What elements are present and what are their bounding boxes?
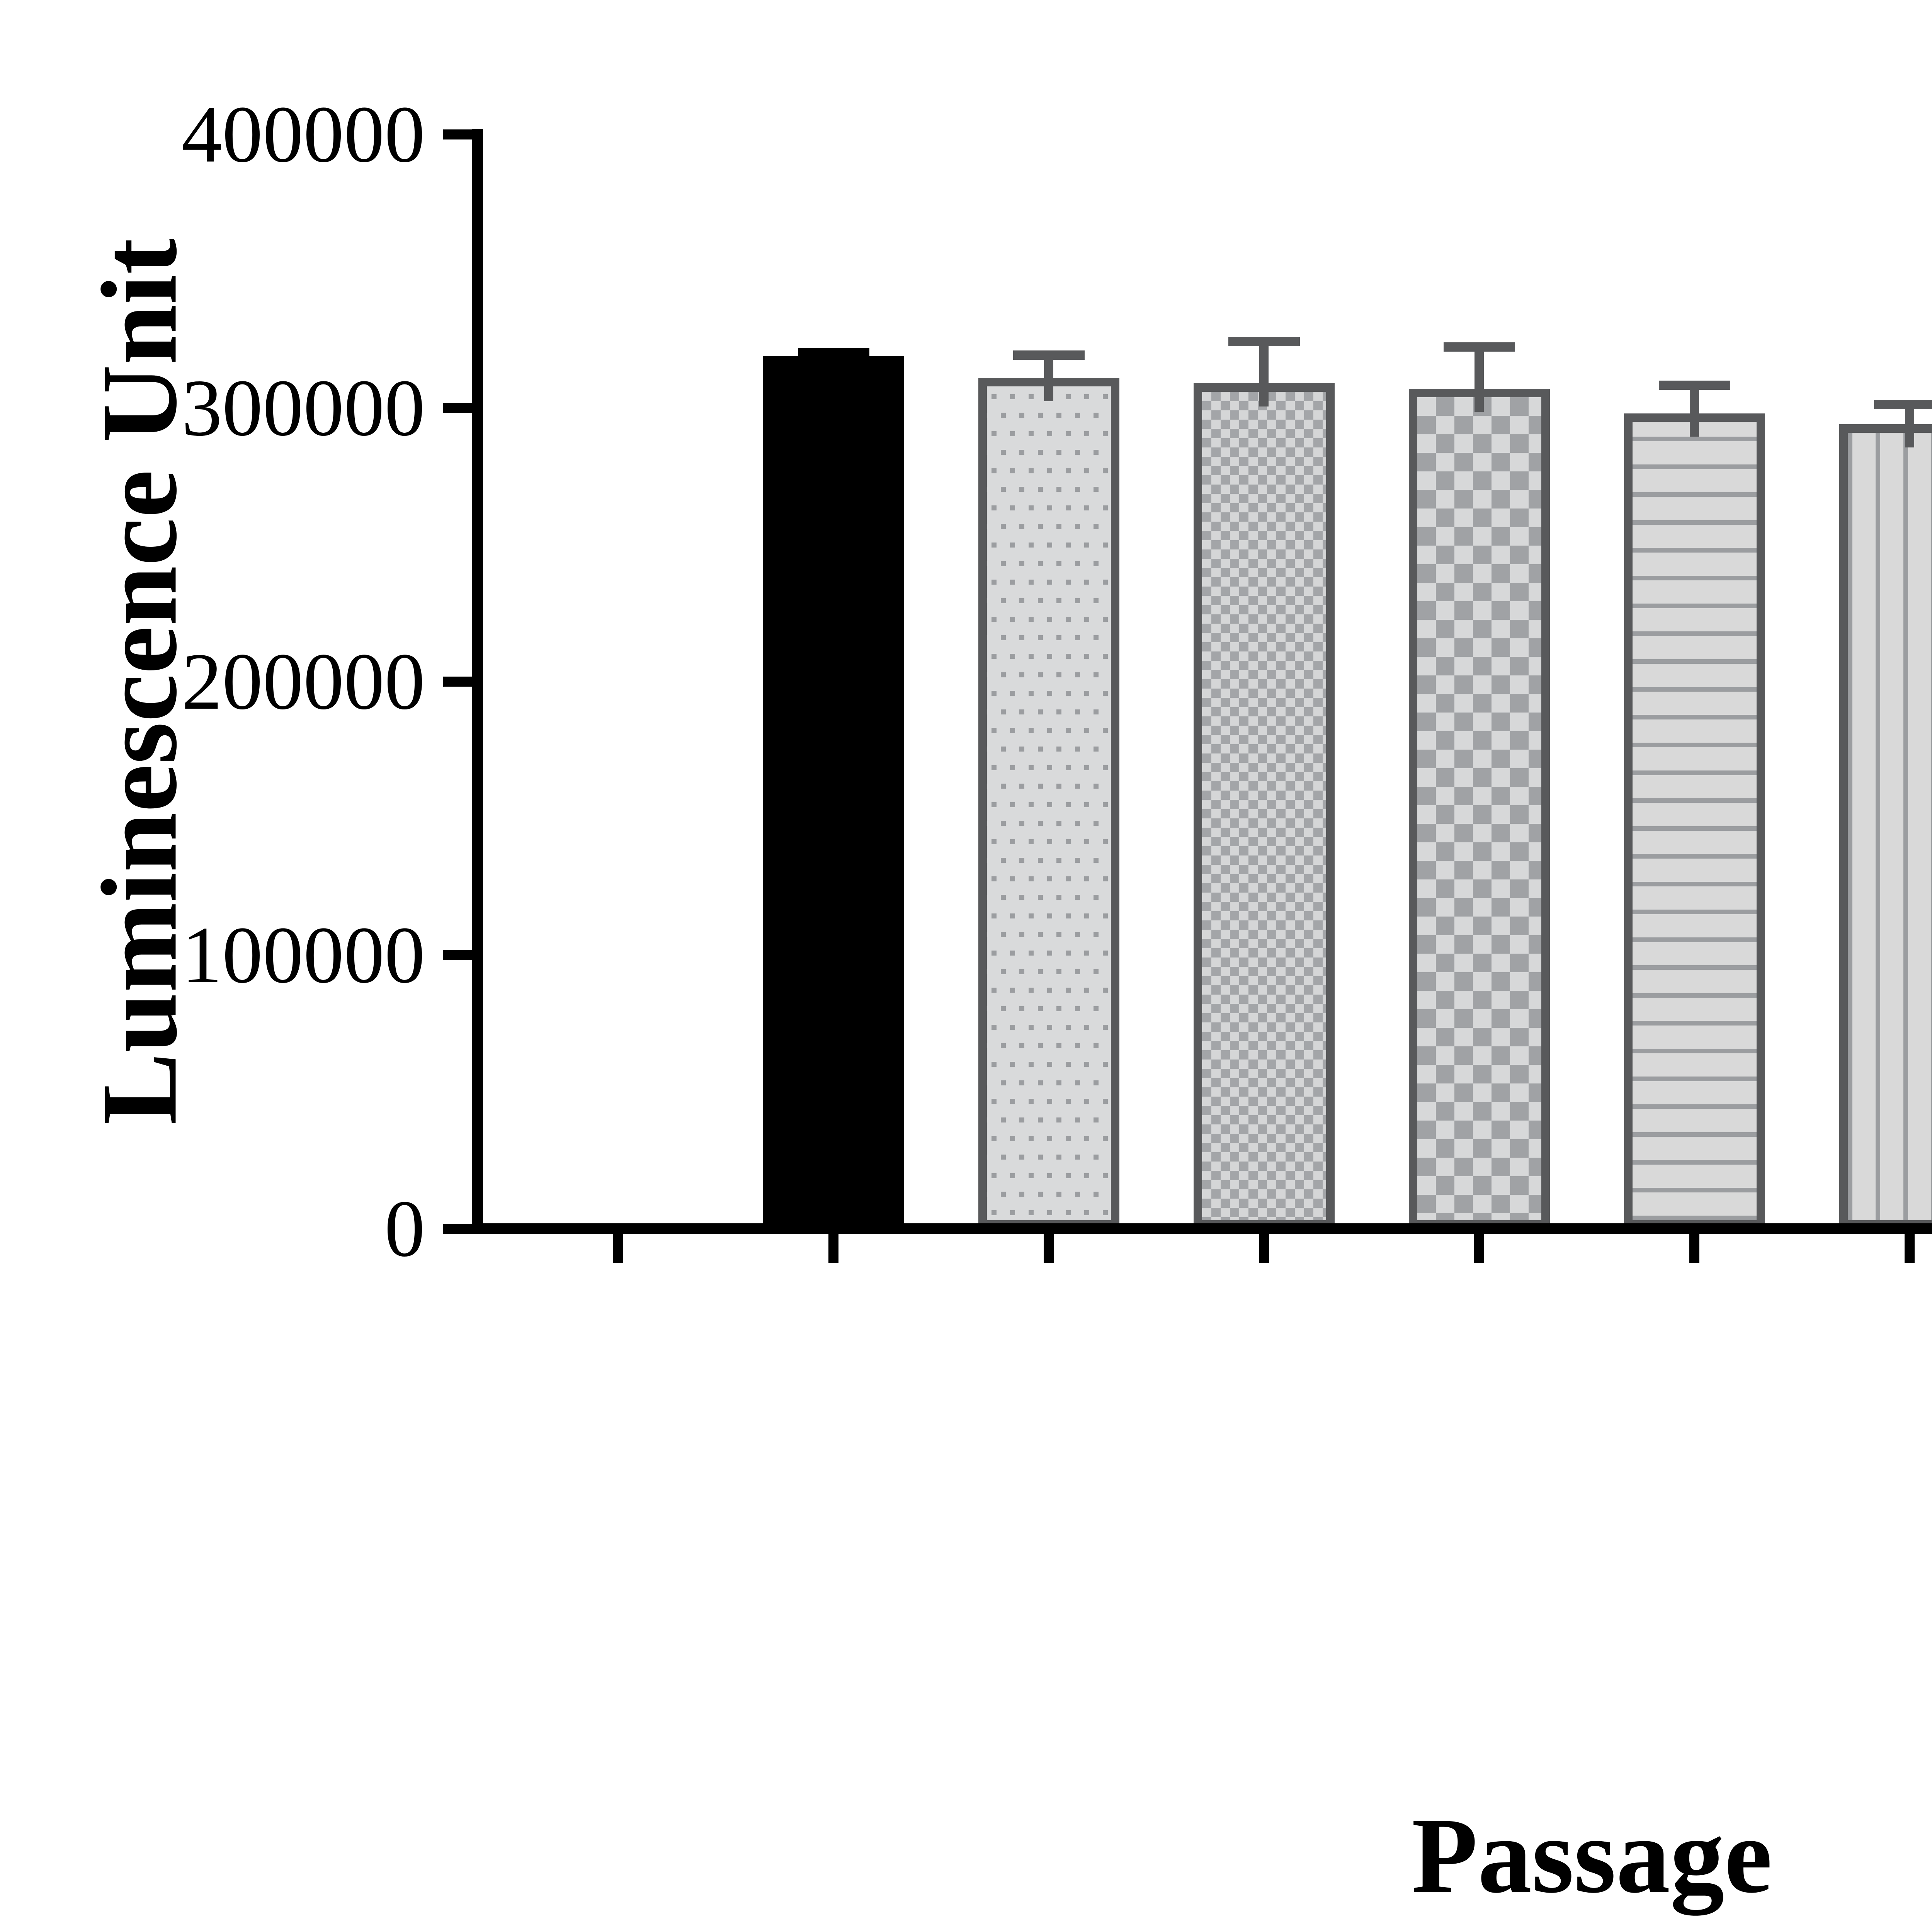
x-tick bbox=[1689, 1234, 1699, 1263]
error-bar-stem bbox=[1259, 340, 1269, 407]
y-tick bbox=[443, 1224, 478, 1234]
error-bar-stem bbox=[1475, 346, 1484, 412]
error-bar-stem bbox=[1690, 384, 1699, 437]
error-bar-cap bbox=[1658, 381, 1730, 390]
error-bar-stem bbox=[1905, 403, 1914, 448]
x-tick bbox=[1044, 1234, 1054, 1263]
bar-dots bbox=[978, 378, 1119, 1229]
x-axis-title: Passage bbox=[1412, 1795, 1772, 1915]
y-tick-label: 400000 bbox=[182, 90, 425, 179]
bar-solid-black bbox=[763, 356, 904, 1229]
y-tick-label: 0 bbox=[384, 1184, 425, 1274]
y-tick-label: 200000 bbox=[182, 637, 425, 726]
x-tick bbox=[828, 1234, 838, 1263]
x-tick bbox=[1259, 1234, 1269, 1263]
y-tick bbox=[443, 403, 478, 413]
x-tick bbox=[1905, 1234, 1915, 1263]
y-tick-label: 300000 bbox=[182, 363, 425, 453]
error-bar-cap bbox=[1874, 400, 1932, 409]
bar-checker-small bbox=[1193, 383, 1335, 1229]
bar-vertical-lines bbox=[1839, 424, 1932, 1229]
error-bar-cap bbox=[1013, 350, 1085, 360]
y-tick-label: 100000 bbox=[182, 910, 425, 1000]
bar-horizontal-lines bbox=[1624, 413, 1765, 1229]
error-bar-stem bbox=[1044, 354, 1053, 401]
error-bar-cap bbox=[1443, 342, 1515, 352]
y-tick bbox=[443, 129, 478, 139]
y-tick bbox=[443, 677, 478, 687]
x-tick bbox=[1474, 1234, 1484, 1263]
error-bar-cap bbox=[798, 348, 869, 357]
error-bar-cap bbox=[1228, 337, 1300, 346]
x-tick bbox=[613, 1234, 623, 1263]
y-tick bbox=[443, 950, 478, 960]
bar-checker-large bbox=[1408, 389, 1550, 1229]
x-axis-line bbox=[472, 1223, 1932, 1234]
